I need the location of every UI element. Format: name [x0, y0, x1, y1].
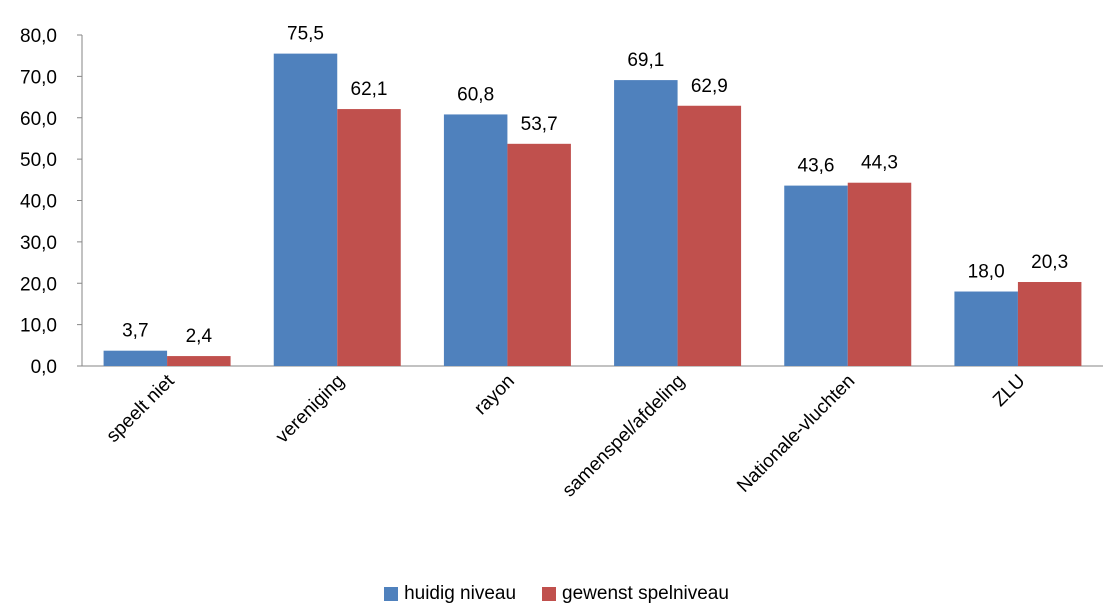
- legend-swatch-series-2: [542, 587, 557, 601]
- data-label: 43,6: [798, 156, 835, 177]
- category-label: Nationale-vluchten: [733, 371, 859, 497]
- bar-gewenst: [167, 356, 231, 366]
- category-labels: speelt niet vereniging rayon samenspel/afde…: [103, 370, 1030, 501]
- y-tick-label: 20,0: [20, 274, 57, 295]
- bar-huidig: [614, 80, 678, 366]
- legend-item-series-2: gewenst spelniveau: [542, 583, 729, 605]
- data-label: 69,1: [627, 50, 664, 71]
- bar-gewenst: [847, 182, 912, 366]
- data-label: 62,1: [351, 79, 388, 100]
- y-tick-label: 0,0: [31, 357, 57, 378]
- bar-gewenst: [677, 105, 742, 366]
- y-axis-ticks: 0,0 10,0 20,0 30,0 40,0 50,0 60,0 70,0 80,0: [20, 26, 82, 378]
- legend-item-series-1: huidig niveau: [384, 583, 516, 605]
- bar-gewenst: [337, 109, 401, 366]
- category-label: speelt niet: [103, 370, 180, 447]
- data-labels: 3,7 2,4 75,5 62,1 60,8 53,7 69,1 62,9 43,6 44,3 18…: [122, 24, 1068, 347]
- legend-label-series-1: huidig niveau: [404, 583, 517, 604]
- bar-gewenst: [1017, 282, 1082, 366]
- y-tick-label: 10,0: [20, 316, 57, 337]
- bar-huidig: [273, 53, 338, 367]
- bar-huidig: [954, 291, 1018, 366]
- category-label: vereniging: [272, 371, 349, 448]
- y-tick-label: 80,0: [20, 26, 57, 47]
- bar-chart: 0,0 10,0 20,0 30,0 40,0 50,0 60,0 70,0 80,0 3,7 2…: [20, 24, 1103, 501]
- legend-label-series-2: gewenst spelniveau: [562, 583, 729, 604]
- legend: huidig niveau gewenst spelniveau: [0, 583, 1113, 605]
- category-label: rayon: [470, 371, 518, 419]
- data-label: 3,7: [122, 321, 148, 342]
- y-tick-label: 70,0: [20, 67, 57, 88]
- data-label: 62,9: [691, 76, 728, 97]
- bar-gewenst: [507, 143, 571, 366]
- bar-huidig: [784, 185, 848, 366]
- legend-swatch-series-1: [384, 587, 399, 601]
- data-label: 75,5: [287, 24, 324, 45]
- data-label: 20,3: [1031, 252, 1068, 273]
- category-label: ZLU: [989, 371, 1029, 411]
- data-label: 44,3: [861, 153, 898, 174]
- category-label: samenspel/afdeling: [559, 371, 690, 502]
- bar-huidig: [443, 114, 508, 366]
- data-label: 60,8: [457, 84, 494, 105]
- y-tick-label: 60,0: [20, 109, 57, 130]
- bars: [103, 53, 1082, 367]
- data-label: 18,0: [968, 262, 1005, 283]
- y-tick-label: 50,0: [20, 150, 57, 171]
- data-label: 53,7: [521, 114, 558, 135]
- bar-huidig: [103, 350, 168, 366]
- y-tick-label: 40,0: [20, 192, 57, 213]
- data-label: 2,4: [186, 326, 213, 347]
- y-tick-label: 30,0: [20, 233, 57, 254]
